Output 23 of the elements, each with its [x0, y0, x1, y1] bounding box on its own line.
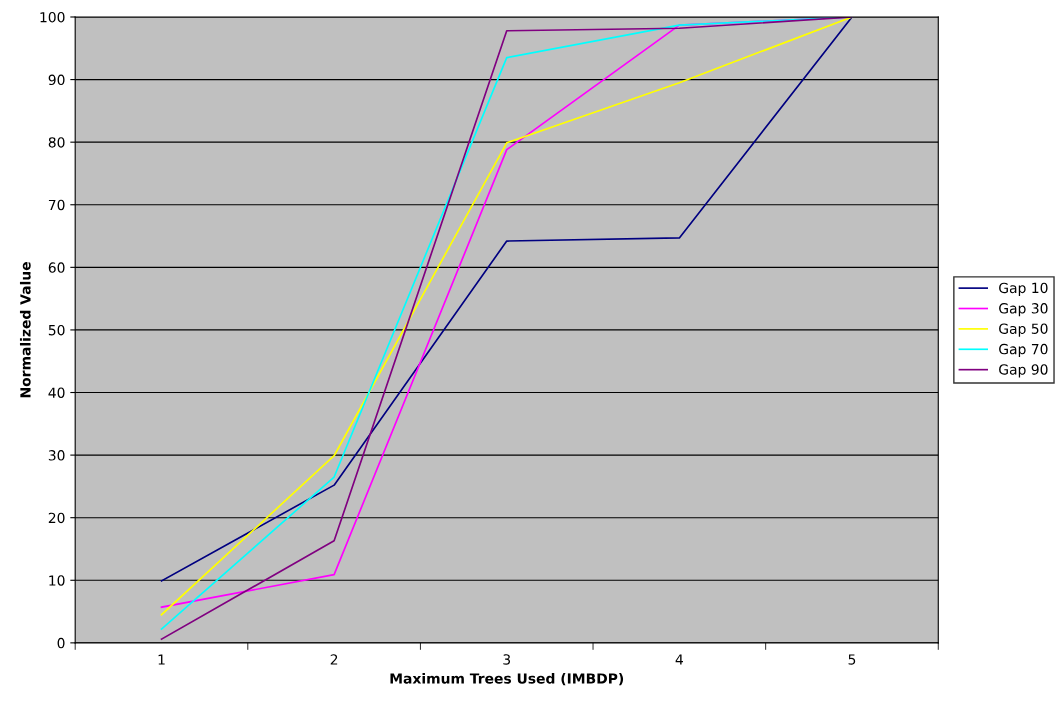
x-tick-label: 1: [158, 654, 165, 665]
x-tick-label: 4: [675, 654, 683, 665]
y-tick-label: 70: [48, 199, 65, 211]
y-tick-label: 100: [40, 11, 65, 23]
legend-label: Gap 70: [999, 343, 1048, 358]
y-tick-label: 50: [48, 324, 65, 336]
y-tick-label: 40: [48, 387, 65, 398]
y-tick-label: 0: [57, 637, 65, 649]
x-tick-label: 3: [503, 654, 511, 665]
legend-label: Gap 90: [999, 364, 1048, 378]
x-tick-label: 5: [848, 654, 856, 665]
y-tick-label: 80: [48, 137, 65, 148]
legend-label: Gap 30: [999, 303, 1048, 317]
x-tick-label: 2: [330, 654, 338, 665]
legend-label: Gap 10: [999, 282, 1048, 296]
x-axis-title: Maximum Trees Used (IMBDP): [390, 672, 624, 686]
y-tick-label: 90: [48, 74, 65, 86]
y-tick-label: 60: [48, 262, 65, 273]
legend-label: Gap 50: [999, 323, 1048, 337]
y-tick-label: 10: [49, 575, 65, 586]
y-tick-label: 20: [48, 512, 65, 524]
y-axis-title: Normalized Value: [19, 262, 31, 398]
y-tick-label: 30: [48, 450, 65, 461]
